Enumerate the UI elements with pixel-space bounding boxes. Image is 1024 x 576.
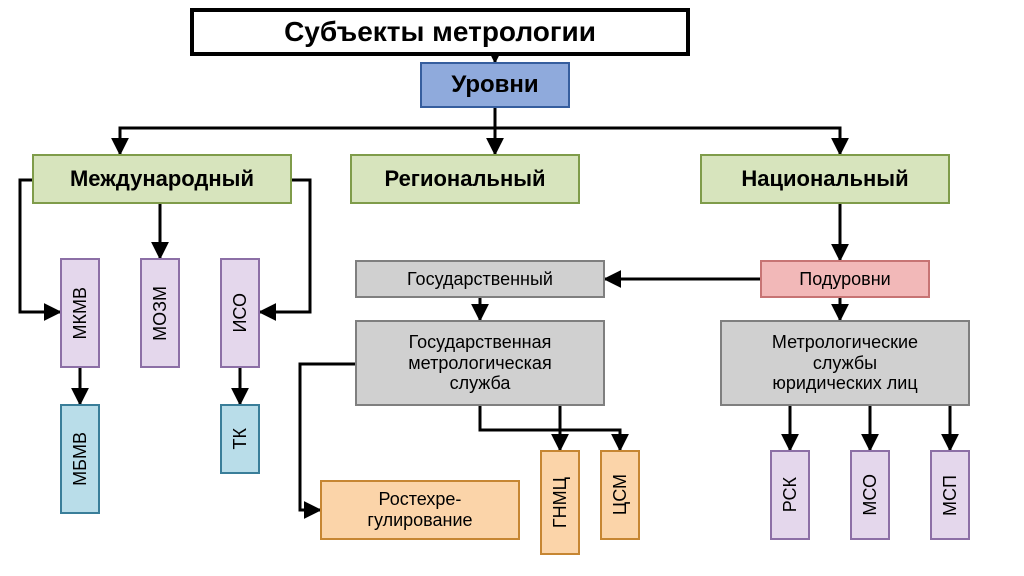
- node-csm: ЦСМ: [600, 450, 640, 540]
- node-label: МОЗМ: [150, 286, 171, 341]
- node-sublevels: Подуровни: [760, 260, 930, 298]
- node-mozm: МОЗМ: [140, 258, 180, 368]
- node-regional: Региональный: [350, 154, 580, 204]
- node-label: РСК: [780, 477, 801, 512]
- node-label: МКМВ: [70, 287, 91, 339]
- diagram-canvas: { "type": "flowchart", "background_color…: [0, 0, 1024, 576]
- node-iso: ИСО: [220, 258, 260, 368]
- node-gms: Государственная метрологическая служба: [355, 320, 605, 406]
- node-mkmv: МКМВ: [60, 258, 100, 368]
- node-label: Государственный: [407, 269, 553, 290]
- node-label: Государственная метрологическая служба: [408, 332, 551, 394]
- node-label: Международный: [70, 166, 254, 191]
- node-gov: Государственный: [355, 260, 605, 298]
- node-label: Региональный: [384, 166, 545, 191]
- node-msp: МСП: [930, 450, 970, 540]
- node-label: МСП: [940, 475, 961, 516]
- node-mso: МСО: [850, 450, 890, 540]
- node-levels: Уровни: [420, 62, 570, 108]
- node-label: Ростехре- гулирование: [367, 489, 472, 530]
- node-national: Национальный: [700, 154, 950, 204]
- node-tk: ТК: [220, 404, 260, 474]
- node-intl: Международный: [32, 154, 292, 204]
- node-rsk: РСК: [770, 450, 810, 540]
- node-label: Подуровни: [799, 269, 890, 290]
- node-label: Уровни: [451, 71, 538, 99]
- node-gnmc: ГНМЦ: [540, 450, 580, 555]
- node-label: ТК: [230, 428, 251, 449]
- node-label: МБМВ: [70, 432, 91, 486]
- node-label: ЦСМ: [610, 474, 631, 515]
- node-label: МСО: [860, 474, 881, 516]
- node-label: ГНМЦ: [550, 477, 571, 528]
- node-rosteh: Ростехре- гулирование: [320, 480, 520, 540]
- node-label: Метрологические службы юридических лиц: [772, 332, 918, 394]
- node-title: Субъекты метрологии: [190, 8, 690, 56]
- node-metrorg: Метрологические службы юридических лиц: [720, 320, 970, 406]
- node-label: Национальный: [741, 166, 908, 191]
- node-mbmv: МБМВ: [60, 404, 100, 514]
- node-label: Субъекты метрологии: [284, 16, 596, 48]
- node-label: ИСО: [230, 293, 251, 333]
